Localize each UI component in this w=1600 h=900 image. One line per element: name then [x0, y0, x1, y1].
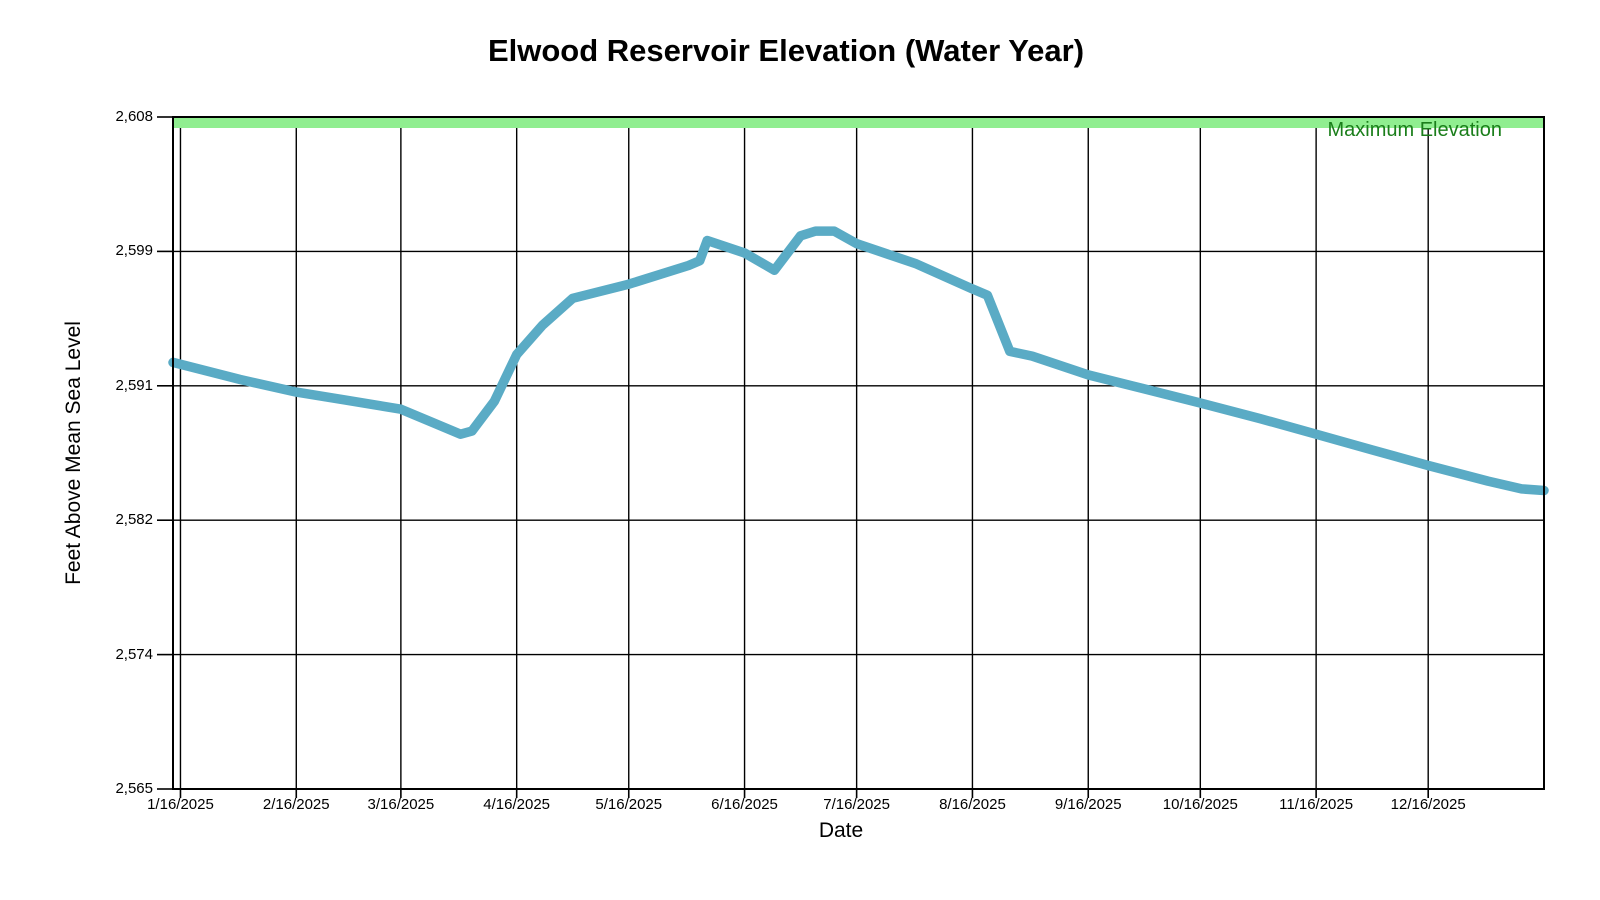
x-tick-label: 1/16/2025: [147, 796, 214, 813]
elevation-line: [168, 226, 1549, 496]
x-tick-label: 9/16/2025: [1054, 796, 1122, 813]
y-tick-label: 2,574: [115, 645, 153, 663]
gridlines: [173, 116, 1544, 790]
y-tick-label: 2,591: [115, 376, 153, 394]
x-tick-label: 10/16/2025: [1162, 796, 1238, 813]
y-tick-label: 2,608: [115, 108, 153, 125]
max-elevation-label: Maximum Elevation: [1327, 119, 1502, 141]
x-tick-label: 8/16/2025: [939, 796, 1006, 813]
plot-border: [172, 116, 1545, 790]
x-tick-label: 11/16/2025: [1279, 796, 1354, 813]
y-tick-label: 2,582: [115, 511, 153, 529]
y-tick-label: 2,599: [115, 242, 153, 260]
x-tick-label: 3/16/2025: [367, 796, 435, 813]
axis-tick-marks: [157, 116, 1429, 798]
x-tick-label: 5/16/2025: [595, 796, 663, 813]
page-title: Elwood Reservoir Elevation (Water Year): [487, 33, 1085, 68]
x-tick-label: 4/16/2025: [483, 796, 551, 813]
y-tick-label: 2,565: [115, 780, 153, 797]
x-tick-label: 7/16/2025: [823, 796, 890, 813]
x-axis-title: Date: [818, 819, 864, 842]
x-tick-label: 12/16/2025: [1390, 796, 1466, 813]
x-tick-label: 6/16/2025: [711, 796, 778, 813]
x-tick-label: 2/16/2025: [262, 796, 330, 813]
